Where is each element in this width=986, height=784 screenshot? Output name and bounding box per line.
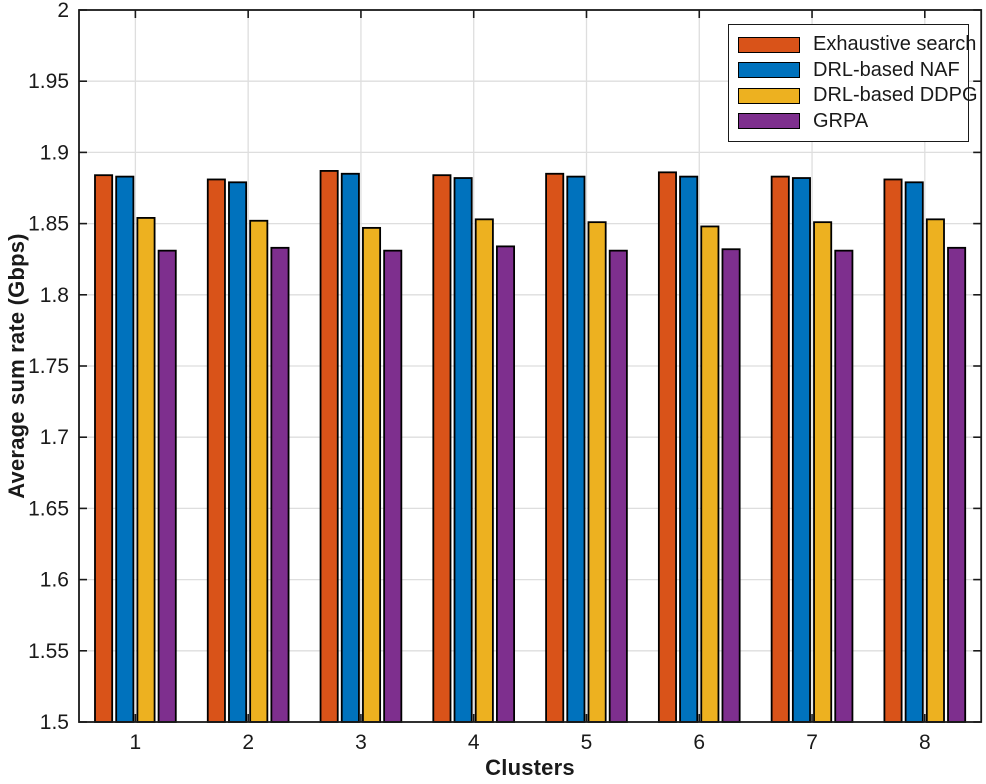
bar-cluster8-grpa — [947, 246, 967, 723]
bar-cluster2-exhaustive-search — [206, 178, 226, 723]
bar-cluster1-drl-based-naf — [115, 175, 135, 723]
bar-cluster6-drl-based-ddpg — [700, 225, 720, 723]
x-axis-label: Clusters — [485, 755, 575, 780]
legend-label: Exhaustive search — [813, 33, 977, 56]
bar-cluster4-grpa — [496, 245, 516, 723]
bar-cluster7-drl-based-ddpg — [813, 221, 833, 723]
bar-cluster8-drl-based-naf — [904, 181, 924, 723]
legend-item-grpa: GRPA — [738, 109, 958, 135]
bar-cluster3-grpa — [383, 249, 403, 723]
bar-cluster4-drl-based-naf — [453, 177, 473, 723]
bar-cluster6-drl-based-naf — [679, 175, 699, 723]
y-tick-label: 1.95 — [28, 70, 69, 93]
bar-cluster5-drl-based-ddpg — [587, 221, 607, 723]
bar-cluster6-exhaustive-search — [657, 171, 677, 723]
y-tick-label: 1.8 — [40, 284, 69, 307]
grpa-color-swatch — [738, 113, 800, 130]
drl-based-ddpg-color-swatch — [738, 87, 800, 104]
bar-cluster7-exhaustive-search — [770, 175, 790, 723]
y-tick-label: 1.75 — [28, 355, 69, 378]
y-tick-label: 1.5 — [40, 711, 69, 734]
x-tick-label: 3 — [355, 731, 367, 754]
x-tick-label: 5 — [581, 731, 593, 754]
bar-cluster3-drl-based-naf — [340, 172, 360, 723]
bar-cluster4-exhaustive-search — [432, 174, 452, 723]
x-tick-label: 2 — [242, 731, 254, 754]
legend-item-drl-based-ddpg: DRL-based DDPG — [738, 83, 978, 109]
legend: Exhaustive search DRL-based NAF DRL-base… — [728, 24, 978, 142]
bar-cluster1-drl-based-ddpg — [136, 217, 156, 723]
legend-item-exhaustive-search: Exhaustive search — [738, 32, 976, 58]
bar-cluster5-drl-based-naf — [566, 175, 586, 723]
bar-cluster7-grpa — [834, 249, 854, 723]
bar-cluster1-grpa — [157, 249, 177, 723]
y-tick-label: 1.65 — [28, 497, 69, 520]
bar-cluster2-drl-based-ddpg — [249, 219, 269, 723]
y-axis-label: Average sum rate (Gbps) — [4, 233, 29, 499]
y-tick-label: 1.6 — [40, 569, 69, 592]
x-tick-label: 4 — [468, 731, 480, 754]
bar-cluster8-exhaustive-search — [883, 178, 903, 723]
legend-label: DRL-based NAF — [813, 58, 960, 81]
bar-cluster2-drl-based-naf — [228, 181, 248, 723]
y-tick-label: 1.9 — [40, 141, 69, 164]
bar-cluster6-grpa — [721, 248, 741, 723]
bar-cluster8-drl-based-ddpg — [925, 218, 945, 723]
x-tick-label: 7 — [806, 731, 818, 754]
bar-cluster7-drl-based-naf — [791, 177, 811, 723]
y-tick-label: 1.85 — [28, 213, 69, 236]
x-tick-label: 6 — [693, 731, 705, 754]
y-tick-label: 1.55 — [28, 640, 69, 663]
y-tick-label: 2 — [57, 0, 69, 22]
bar-cluster3-exhaustive-search — [319, 170, 339, 723]
legend-item-drl-based-naf: DRL-based NAF — [738, 58, 960, 84]
bar-cluster2-grpa — [270, 246, 290, 723]
axes-border — [78, 9, 983, 723]
x-tick-label: 8 — [919, 731, 931, 754]
x-tick-label: 1 — [130, 731, 142, 754]
legend-label: DRL-based DDPG — [813, 84, 978, 107]
bar-cluster3-drl-based-ddpg — [362, 226, 382, 723]
y-tick-label: 1.7 — [40, 426, 69, 449]
bar-cluster1-exhaustive-search — [94, 174, 114, 723]
bar-cluster5-exhaustive-search — [545, 172, 565, 723]
legend-label: GRPA — [813, 109, 869, 132]
bar-cluster4-drl-based-ddpg — [474, 218, 494, 723]
exhaustive-search-color-swatch — [738, 36, 800, 53]
bar-cluster5-grpa — [608, 249, 628, 723]
drl-based-naf-color-swatch — [738, 62, 800, 79]
